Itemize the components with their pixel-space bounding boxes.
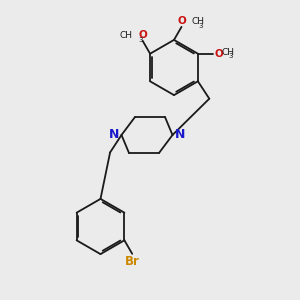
Text: N: N bbox=[109, 128, 119, 142]
Text: N: N bbox=[175, 128, 185, 142]
Text: O: O bbox=[138, 29, 147, 40]
Text: O: O bbox=[177, 16, 186, 26]
Text: 3: 3 bbox=[199, 23, 203, 29]
Text: CH: CH bbox=[221, 48, 234, 57]
Text: CH: CH bbox=[120, 31, 133, 40]
Text: 3: 3 bbox=[229, 52, 233, 59]
Text: 3: 3 bbox=[138, 37, 143, 43]
Text: CH: CH bbox=[191, 17, 204, 26]
Text: Br: Br bbox=[125, 255, 140, 268]
Text: O: O bbox=[214, 49, 223, 59]
